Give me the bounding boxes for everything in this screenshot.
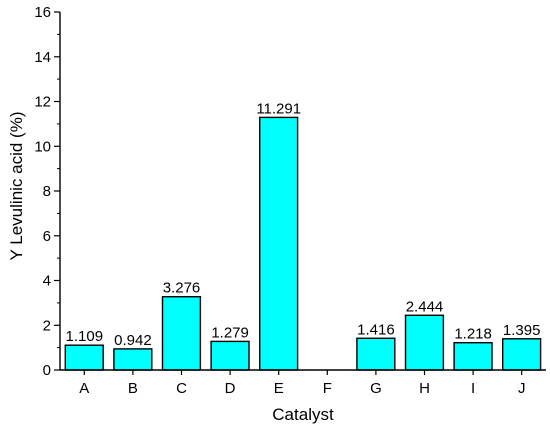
data-label-e: 11.291: [256, 100, 301, 117]
y-tick-label-0: 0: [43, 362, 51, 379]
bar-h: [404, 314, 445, 371]
y-tick-label-8: 8: [43, 183, 51, 200]
bar-e: [259, 116, 299, 371]
axes-group: [54, 11, 546, 375]
x-tick-label-f: F: [323, 380, 332, 397]
y-tick-label-16: 16: [34, 4, 51, 21]
bars-group: [64, 116, 542, 371]
x-tick-label-i: I: [471, 380, 475, 397]
bar-i: [453, 342, 493, 371]
x-tick-labels-group: A B C D E F G H I J: [79, 380, 525, 397]
y-tick-label-10: 10: [34, 138, 51, 155]
bar-g: [356, 337, 396, 371]
y-tick-label-4: 4: [43, 273, 51, 290]
y-axis-title: Y Levulinic acid (%): [7, 112, 26, 261]
bar-j: [502, 338, 542, 371]
value-labels-group: 1.109 0.942 3.276 1.279 11.291 1.416 2.444 1.21…: [66, 100, 541, 349]
bar-b: [113, 348, 153, 371]
x-tick-label-d: D: [225, 380, 236, 397]
data-label-c: 3.276: [163, 280, 201, 297]
y-tick-label-6: 6: [43, 228, 51, 245]
bar-a: [64, 344, 104, 371]
bar-d: [210, 340, 250, 371]
x-tick-label-c: C: [176, 380, 187, 397]
y-tick-label-2: 2: [43, 317, 51, 334]
x-tick-label-a: A: [79, 380, 89, 397]
data-label-g: 1.416: [357, 321, 395, 338]
x-tick-label-g: G: [370, 380, 382, 397]
x-tick-label-b: B: [128, 380, 138, 397]
y-tick-label-14: 14: [34, 49, 51, 66]
data-label-h: 2.444: [406, 298, 444, 315]
data-label-b: 0.942: [114, 332, 152, 349]
data-label-j: 1.395: [503, 322, 541, 339]
data-label-i: 1.218: [454, 326, 492, 343]
data-label-a: 1.109: [66, 328, 104, 345]
x-tick-label-h: H: [419, 380, 430, 397]
y-tick-label-12: 12: [34, 94, 51, 111]
y-tick-labels-group: 0 2 4 6 8 10 12 14 16: [34, 4, 51, 379]
x-tick-label-j: J: [518, 380, 526, 397]
data-label-d: 1.279: [211, 324, 249, 341]
x-tick-label-e: E: [274, 380, 284, 397]
x-axis-title: Catalyst: [272, 405, 334, 424]
bar-c: [161, 296, 202, 371]
